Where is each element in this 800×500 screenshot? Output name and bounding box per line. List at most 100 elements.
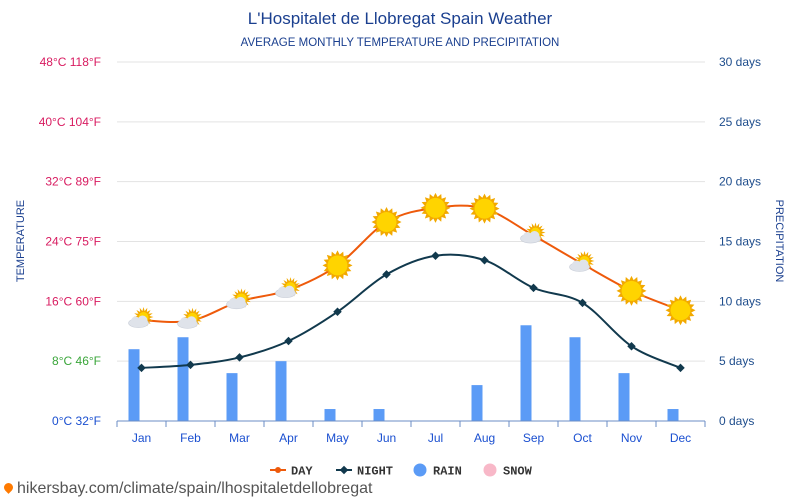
cloud-puff — [572, 260, 581, 270]
partly-cloudy-icon-apr — [275, 277, 301, 298]
rain-bar-aug — [471, 385, 483, 421]
x-tick-label: Mar — [229, 431, 250, 445]
legend-label: NIGHT — [357, 465, 393, 479]
chart-subtitle: AVERAGE MONTHLY TEMPERATURE AND PRECIPIT… — [241, 37, 560, 49]
x-tick-label: Feb — [180, 431, 201, 445]
sun-disc — [425, 197, 446, 218]
location-pin-icon — [2, 481, 15, 494]
night-point-aug — [480, 255, 489, 265]
cloud-puff — [278, 286, 287, 296]
night-point-may — [333, 307, 342, 317]
cloud-puff — [180, 317, 189, 327]
night-point-sep — [529, 283, 538, 293]
legend-item-snow[interactable]: SNOW — [483, 463, 533, 479]
legend-label: RAIN — [433, 465, 462, 479]
cloud-puff — [131, 316, 140, 326]
temp-tick-label: 24°C 75°F — [45, 235, 101, 249]
precip-tick-label: 5 days — [719, 354, 754, 368]
rain-bar-jan — [128, 349, 140, 421]
legend-marker — [339, 465, 349, 475]
sun-disc — [621, 280, 642, 301]
grid — [117, 61, 705, 422]
x-tick-label: Sep — [523, 431, 545, 445]
legend-item-night[interactable]: NIGHT — [336, 465, 393, 479]
temp-tick-label: 32°C 89°F — [45, 175, 101, 189]
partly-cloudy-icon-mar — [226, 288, 252, 310]
legend-item-day[interactable]: DAY — [270, 465, 313, 479]
rain-bars — [128, 325, 679, 421]
night-point-mar — [235, 353, 244, 362]
precip-tick-label: 15 days — [719, 235, 761, 249]
night-temperature-line — [141, 253, 681, 369]
legend[interactable]: DAY NIGHT RAIN SNOW — [270, 463, 533, 479]
sunny-icon-jul — [420, 192, 451, 223]
temperature-lines — [137, 204, 685, 373]
rain-bar-nov — [618, 373, 630, 421]
sunny-icon-nov — [616, 275, 647, 306]
partly-cloudy-icon-oct — [569, 250, 595, 272]
chart-title: L'Hospitalet de Llobregat Spain Weather — [248, 9, 553, 28]
cloud-icon — [520, 231, 541, 244]
night-point-feb — [186, 360, 195, 370]
footer-url[interactable]: hikersbay.com/climate/spain/lhospitaletd… — [17, 480, 373, 497]
temp-tick-label: 48°C 118°F — [40, 55, 101, 69]
x-tick-label: May — [326, 431, 349, 445]
cloud-puff — [186, 316, 197, 327]
legend-item-rain[interactable]: RAIN — [413, 463, 462, 479]
x-tick-label: Jul — [428, 431, 443, 445]
temp-tick-label: 8°C 46°F — [52, 354, 101, 368]
footer-credit[interactable]: hikersbay.com/climate/spain/lhospitaletd… — [2, 480, 373, 498]
cloud-puff — [229, 297, 238, 307]
cloud-puff — [578, 259, 589, 270]
legend-swatch — [413, 463, 427, 477]
day-temperature-line — [141, 204, 681, 323]
legend-label: SNOW — [503, 465, 533, 479]
cloud-puff — [137, 315, 148, 326]
precip-tick-label: 10 days — [719, 294, 761, 308]
axes: 0°C 32°F 0 days 8°C 46°F 5 days 16°C 60°F 10 … — [39, 55, 761, 445]
cloud-icon — [275, 285, 296, 298]
sunny-icon-may — [322, 250, 353, 281]
x-tick-label: Jun — [377, 431, 396, 445]
sunny-icon-dec — [665, 295, 696, 326]
rain-bar-sep — [520, 325, 532, 421]
night-point-jan — [137, 363, 146, 373]
sun-disc — [376, 212, 397, 233]
rain-bar-mar — [226, 373, 238, 421]
night-point-oct — [578, 298, 587, 308]
x-tick-label: Apr — [279, 431, 298, 445]
legend-swatch — [483, 463, 497, 477]
precip-tick-label: 0 days — [719, 414, 754, 428]
temp-tick-label: 0°C 32°F — [52, 414, 101, 428]
x-tick-label: Oct — [573, 431, 592, 445]
night-point-apr — [284, 336, 293, 346]
night-point-jun — [382, 270, 391, 279]
sun-disc — [670, 300, 691, 321]
cloud-icon — [128, 315, 149, 328]
temp-tick-label: 16°C 60°F — [45, 294, 101, 308]
sun-disc — [327, 255, 348, 276]
cloud-puff — [529, 231, 540, 242]
night-point-dec — [676, 363, 685, 373]
precip-tick-label: 25 days — [719, 115, 761, 129]
rain-bar-feb — [177, 337, 189, 421]
x-tick-label: Jan — [132, 431, 151, 445]
partly-cloudy-icon-jan — [128, 307, 154, 328]
legend-label: DAY — [291, 465, 313, 479]
sunny-icon-jun — [371, 207, 402, 238]
night-point-nov — [627, 341, 636, 351]
sunny-icon-aug — [469, 193, 500, 224]
weather-icons — [128, 192, 696, 329]
x-tick-label: Nov — [621, 431, 642, 445]
precip-tick-label: 20 days — [719, 175, 761, 189]
y-axis-left-label: TEMPERATURE — [15, 200, 27, 282]
cloud-puff — [523, 232, 532, 242]
rain-bar-apr — [275, 361, 287, 421]
cloud-puff — [235, 296, 246, 307]
cloud-puff — [284, 285, 295, 296]
rain-bar-oct — [569, 337, 581, 421]
rain-bar-may — [324, 409, 336, 421]
legend-marker — [275, 467, 281, 473]
night-point-jul — [431, 251, 440, 260]
